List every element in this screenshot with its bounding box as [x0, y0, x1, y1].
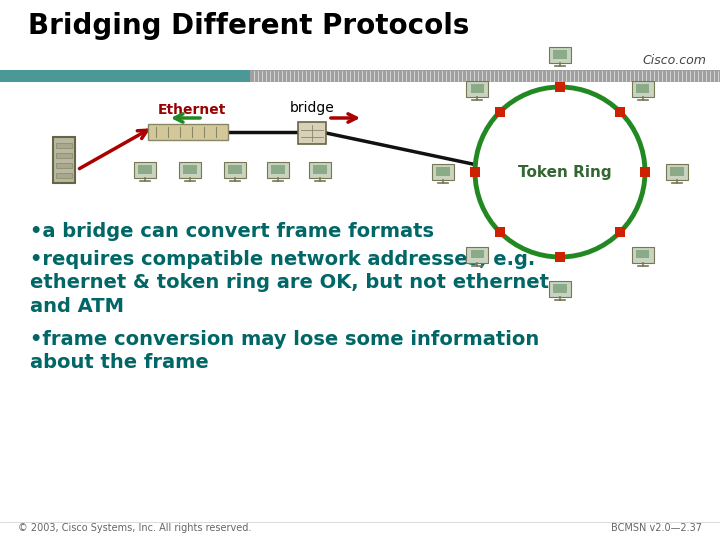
Bar — [631, 81, 654, 97]
Bar — [179, 162, 201, 178]
Bar — [298, 122, 326, 144]
Text: Bridging Different Protocols: Bridging Different Protocols — [28, 12, 469, 40]
Bar — [0, 70, 250, 82]
Bar — [267, 162, 289, 178]
Bar — [467, 81, 488, 97]
Bar — [271, 165, 284, 173]
Bar — [470, 167, 480, 177]
Text: •a bridge can convert frame formats: •a bridge can convert frame formats — [30, 222, 434, 241]
Text: © 2003, Cisco Systems, Inc. All rights reserved.: © 2003, Cisco Systems, Inc. All rights r… — [18, 523, 251, 533]
Bar — [250, 70, 720, 82]
Text: Ethernet: Ethernet — [158, 103, 226, 117]
Bar — [313, 165, 327, 173]
Bar — [495, 227, 505, 237]
Bar — [471, 84, 484, 93]
Bar — [615, 107, 625, 117]
Bar — [615, 227, 625, 237]
Bar — [184, 165, 197, 173]
Bar — [134, 162, 156, 178]
Bar — [224, 162, 246, 178]
Text: •requires compatible network addresses, e.g.
ethernet & token ring are OK, but n: •requires compatible network addresses, … — [30, 250, 549, 316]
Bar — [471, 249, 484, 258]
Bar — [549, 47, 571, 63]
Bar — [555, 252, 565, 262]
Bar — [432, 164, 454, 180]
Bar — [53, 137, 75, 183]
Bar — [636, 249, 649, 258]
Bar — [309, 162, 331, 178]
Text: BCMSN v2.0—2.37: BCMSN v2.0—2.37 — [611, 523, 702, 533]
Bar — [640, 167, 650, 177]
Bar — [56, 173, 72, 178]
Bar — [636, 84, 649, 93]
Bar — [549, 281, 571, 297]
Text: •frame conversion may lose some information
about the frame: •frame conversion may lose some informat… — [30, 330, 539, 373]
Bar — [228, 165, 242, 173]
Bar — [138, 165, 152, 173]
Bar — [495, 107, 505, 117]
Bar — [56, 153, 72, 158]
Bar — [631, 247, 654, 263]
Bar — [467, 247, 488, 263]
Bar — [148, 124, 228, 140]
Bar — [56, 143, 72, 148]
Text: Cisco.com: Cisco.com — [642, 54, 706, 67]
Bar — [666, 164, 688, 180]
Bar — [554, 284, 567, 293]
Bar — [554, 50, 567, 59]
Bar — [56, 163, 72, 168]
Bar — [670, 167, 683, 176]
Bar — [555, 82, 565, 92]
Text: bridge: bridge — [289, 101, 334, 115]
Text: Token Ring: Token Ring — [518, 165, 612, 179]
Bar — [436, 167, 449, 176]
